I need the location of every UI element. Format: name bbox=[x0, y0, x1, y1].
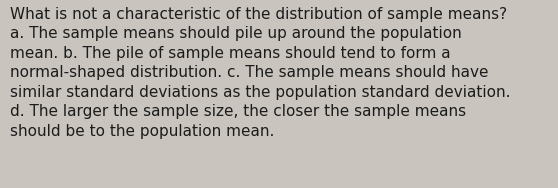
Text: What is not a characteristic of the distribution of sample means?
a. The sample : What is not a characteristic of the dist… bbox=[10, 7, 511, 139]
